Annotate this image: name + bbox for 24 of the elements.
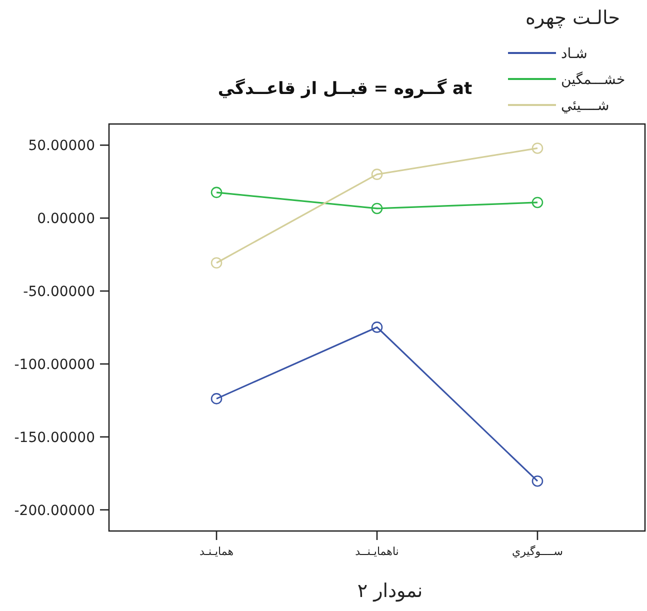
legend-label: شـاد [561,46,588,62]
point [210,393,222,404]
legend-label: شــــيئي [561,98,610,114]
text: نمودار ۲ [357,580,423,602]
legend-title: حالـت چهره [525,7,620,29]
point [371,322,383,333]
y-tick-label: 50.00000 [28,138,95,154]
x-tick-label: ســــوگيري [512,545,563,558]
point [210,257,222,269]
legend-label: خشـــمگین [561,71,626,88]
point [532,475,544,487]
point [532,142,544,154]
point [532,196,544,208]
chart-title: گــروه = قبــل از قاعــدگي at [218,78,472,99]
y-tick-label: -150.00000 [14,430,95,446]
point [371,168,383,180]
point [210,186,222,198]
y-tick-label: -100.00000 [14,356,95,373]
x-tick-label: همايـنـد [199,545,234,558]
x-tick-label: ناهمايـنــد [355,545,399,558]
y-tick-label: 0.00000 [37,211,95,228]
point [371,202,383,214]
y-tick-label: -200.00000 [14,502,95,519]
y-tick-label: -50.00000 [23,284,95,300]
